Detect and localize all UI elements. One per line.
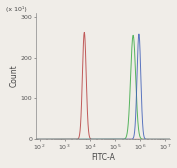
X-axis label: FITC-A: FITC-A [91,153,115,162]
Text: (x 10¹): (x 10¹) [6,6,27,12]
Y-axis label: Count: Count [10,65,19,87]
